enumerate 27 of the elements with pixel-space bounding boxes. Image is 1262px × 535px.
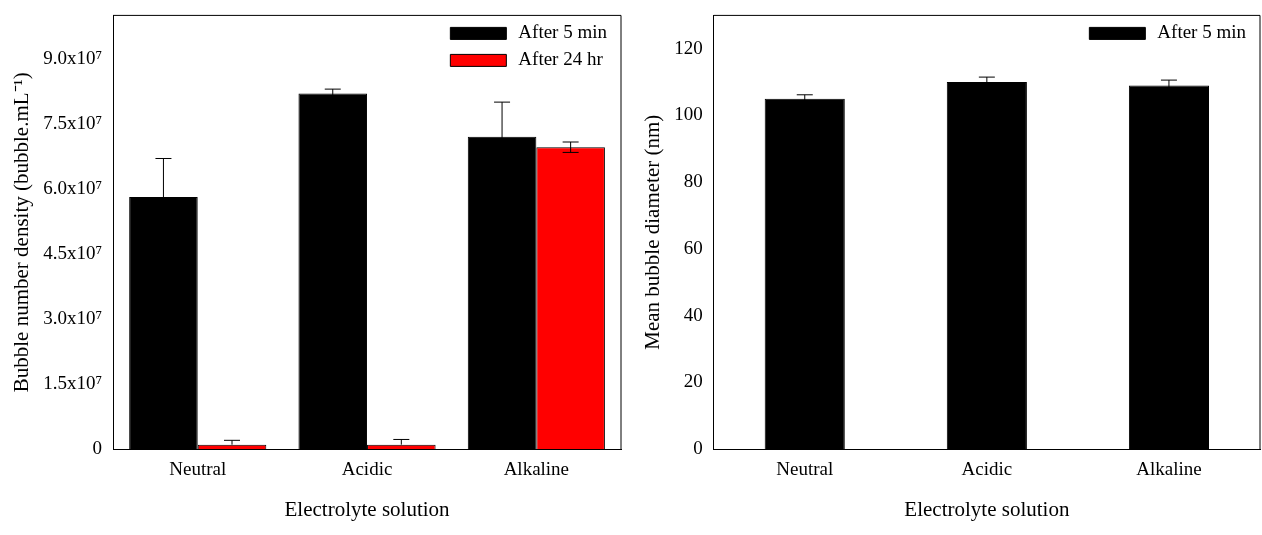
y-axis-title: Mean bubble diameter (nm) bbox=[640, 114, 665, 350]
x-tick-label: Acidic bbox=[341, 458, 393, 480]
y-tick-label: 120 bbox=[674, 36, 703, 58]
x-tick-label: Alkaline bbox=[503, 458, 570, 480]
y-tick-label: 6.0x10⁷ bbox=[43, 176, 103, 198]
legend-label: After 5 min bbox=[518, 21, 608, 43]
y-tick-label: 60 bbox=[683, 236, 703, 258]
y-tick-label: 80 bbox=[683, 170, 703, 192]
y-tick-label: 9.0x10⁷ bbox=[43, 46, 103, 68]
legend-label: After 5 min bbox=[1157, 21, 1247, 43]
x-tick-label: Alkaline bbox=[1136, 458, 1202, 480]
y-tick-label: 0 bbox=[92, 436, 103, 458]
y-tick-label: 0 bbox=[693, 436, 703, 458]
x-tick-label: Neutral bbox=[776, 458, 834, 480]
legend-label: After 24 hr bbox=[518, 48, 604, 70]
x-tick-label: Neutral bbox=[169, 458, 227, 480]
y-axis-title: Bubble number density (bubble.mL⁻¹) bbox=[9, 72, 34, 393]
y-tick-label: 1.5x10⁷ bbox=[43, 371, 103, 393]
y-tick-label: 3.0x10⁷ bbox=[43, 306, 103, 328]
x-tick-label: Acidic bbox=[961, 458, 1013, 480]
x-axis-title: Electrolyte solution bbox=[904, 496, 1070, 521]
y-tick-label: 40 bbox=[683, 303, 703, 325]
y-tick-label: 7.5x10⁷ bbox=[43, 111, 103, 133]
x-axis-title: Electrolyte solution bbox=[284, 496, 451, 521]
y-tick-label: 4.5x10⁷ bbox=[43, 241, 103, 263]
y-tick-label: 100 bbox=[674, 103, 703, 125]
y-tick-label: 20 bbox=[683, 370, 703, 392]
